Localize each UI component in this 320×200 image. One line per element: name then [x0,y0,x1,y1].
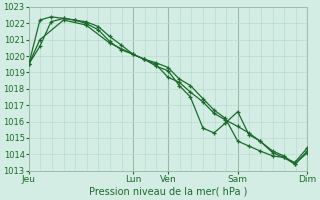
X-axis label: Pression niveau de la mer( hPa ): Pression niveau de la mer( hPa ) [89,187,247,197]
